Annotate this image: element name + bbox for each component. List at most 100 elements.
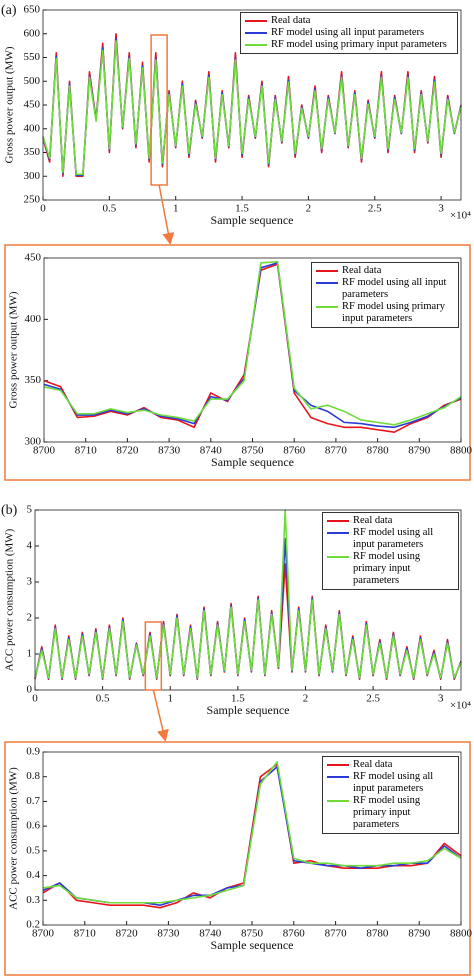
legend-label: Real data bbox=[353, 515, 393, 526]
y-tick-label: 3 bbox=[27, 576, 33, 588]
series-line bbox=[43, 260, 462, 426]
legend-entry: Real data bbox=[316, 265, 454, 277]
x-tick-label: 0 bbox=[40, 203, 46, 215]
zoom-arrow bbox=[158, 184, 175, 245]
legend-entry: RF model using all input parameters bbox=[327, 771, 454, 795]
y-tick-label: 1 bbox=[27, 648, 33, 660]
y-tick-label: 0.2 bbox=[26, 919, 40, 931]
y-tick-label: 0.8 bbox=[26, 770, 40, 782]
x-tick-label: 1.5 bbox=[235, 203, 249, 215]
panel-label: (b) bbox=[1, 503, 18, 518]
x-tick-label: 8710 bbox=[75, 445, 98, 457]
legend-entry: Real data bbox=[327, 759, 454, 771]
x-tick-label: 8800 bbox=[450, 928, 473, 940]
legend: Real data RF model using all input parame… bbox=[311, 262, 459, 328]
legend: Real data RF model using all input parame… bbox=[240, 12, 458, 54]
series-line bbox=[34, 509, 462, 679]
y-tick-label: 350 bbox=[24, 146, 41, 158]
x-tick-label: 8740 bbox=[199, 928, 222, 940]
x-tick-label: 8780 bbox=[367, 445, 390, 457]
y-tick-label: 0.4 bbox=[26, 869, 40, 881]
legend-entry: RF model using all input parameters bbox=[245, 27, 453, 39]
legend-label: Real data bbox=[271, 15, 311, 26]
x-tick-label: 8740 bbox=[200, 445, 223, 457]
legend-label: RF model using primary input parameters bbox=[342, 301, 445, 324]
legend-label: RF model using all input parameters bbox=[342, 277, 447, 300]
y-axis-label: Gross power output (MW) bbox=[8, 291, 20, 408]
x-tick-label: 0 bbox=[32, 693, 38, 705]
y-tick-label: 2 bbox=[27, 612, 33, 624]
x-tick-label: 8710 bbox=[74, 928, 97, 940]
legend-entry: RF model using primary input parameters bbox=[316, 301, 454, 325]
x-tick-label: 8760 bbox=[283, 928, 306, 940]
legend-label: Real data bbox=[342, 265, 382, 276]
legend-entry: RF model using all input parameters bbox=[316, 277, 454, 301]
y-tick-label: 5 bbox=[27, 504, 33, 516]
x-tick-label: 2 bbox=[303, 693, 309, 705]
x-tick-label: 8700 bbox=[32, 928, 55, 940]
x-tick-label: 8730 bbox=[158, 445, 181, 457]
x-tick-label: 1 bbox=[167, 693, 173, 705]
legend-label: RF model using primary input parameters bbox=[353, 795, 421, 830]
x-tick-label: 2 bbox=[306, 203, 312, 215]
y-tick-label: 0.7 bbox=[26, 795, 40, 807]
y-tick-label: 400 bbox=[24, 122, 41, 134]
x-tick-label: 8770 bbox=[325, 445, 348, 457]
zoom-frame bbox=[4, 244, 471, 481]
x-offset-label: ×10⁴ bbox=[450, 210, 471, 222]
x-tick-label: 8790 bbox=[408, 928, 431, 940]
x-tick-label: 2.5 bbox=[368, 203, 382, 215]
y-tick-label: 0.6 bbox=[26, 820, 40, 832]
axes-frame bbox=[34, 509, 462, 691]
y-tick-label: 4 bbox=[27, 540, 33, 552]
legend-swatch bbox=[327, 764, 349, 766]
legend-swatch bbox=[327, 776, 349, 778]
x-tick-label: 8720 bbox=[116, 928, 139, 940]
y-tick-label: 450 bbox=[25, 252, 42, 264]
x-tick-label: 8750 bbox=[242, 445, 265, 457]
legend-swatch bbox=[316, 282, 338, 284]
legend-swatch bbox=[245, 32, 267, 34]
legend-entry: RF model using primary input parameters bbox=[245, 39, 453, 51]
legend-entry: Real data bbox=[245, 15, 453, 27]
series-line bbox=[42, 40, 462, 176]
zoom-arrow bbox=[152, 689, 169, 742]
x-tick-label: 0.5 bbox=[96, 693, 110, 705]
y-axis-label: ACC power consumption (MW) bbox=[8, 767, 20, 910]
y-tick-label: 400 bbox=[25, 313, 42, 325]
y-tick-label: 450 bbox=[24, 99, 41, 111]
x-tick-label: 8750 bbox=[241, 928, 264, 940]
y-tick-label: 650 bbox=[24, 4, 41, 16]
y-tick-label: 250 bbox=[24, 194, 41, 206]
legend-swatch bbox=[245, 44, 267, 46]
series-line bbox=[42, 761, 462, 904]
legend-label: Real data bbox=[353, 759, 393, 770]
x-tick-label: 8760 bbox=[283, 445, 306, 457]
axes-frame bbox=[42, 751, 462, 926]
x-tick-label: 8800 bbox=[450, 445, 473, 457]
x-tick-label: 8700 bbox=[33, 445, 56, 457]
axes-frame bbox=[43, 257, 462, 443]
legend-swatch bbox=[316, 306, 338, 308]
legend-swatch bbox=[327, 532, 349, 534]
y-tick-label: 0 bbox=[27, 684, 33, 696]
y-axis-label: ACC power consumption (MW) bbox=[4, 528, 16, 671]
legend-entry: RF model using all input parameters bbox=[327, 527, 454, 551]
legend-entry: RF model using primary input parameters bbox=[327, 795, 454, 831]
legend-entry: RF model using primary input parameters bbox=[327, 551, 454, 587]
legend-swatch bbox=[327, 520, 349, 522]
y-tick-label: 0.9 bbox=[26, 746, 40, 758]
y-tick-label: 300 bbox=[25, 436, 42, 448]
y-tick-label: 0.5 bbox=[26, 844, 40, 856]
legend-entry: Real data bbox=[327, 515, 454, 527]
legend-swatch bbox=[316, 270, 338, 272]
legend-label: RF model using all input parameters bbox=[353, 771, 434, 794]
x-tick-label: 8790 bbox=[408, 445, 431, 457]
legend-label: RF model using primary input parameters bbox=[353, 551, 421, 586]
y-tick-label: 0.3 bbox=[26, 894, 40, 906]
legend-swatch bbox=[327, 800, 349, 802]
y-tick-label: 300 bbox=[24, 170, 41, 182]
zoom-frame bbox=[4, 741, 471, 976]
y-tick-label: 500 bbox=[24, 75, 41, 87]
